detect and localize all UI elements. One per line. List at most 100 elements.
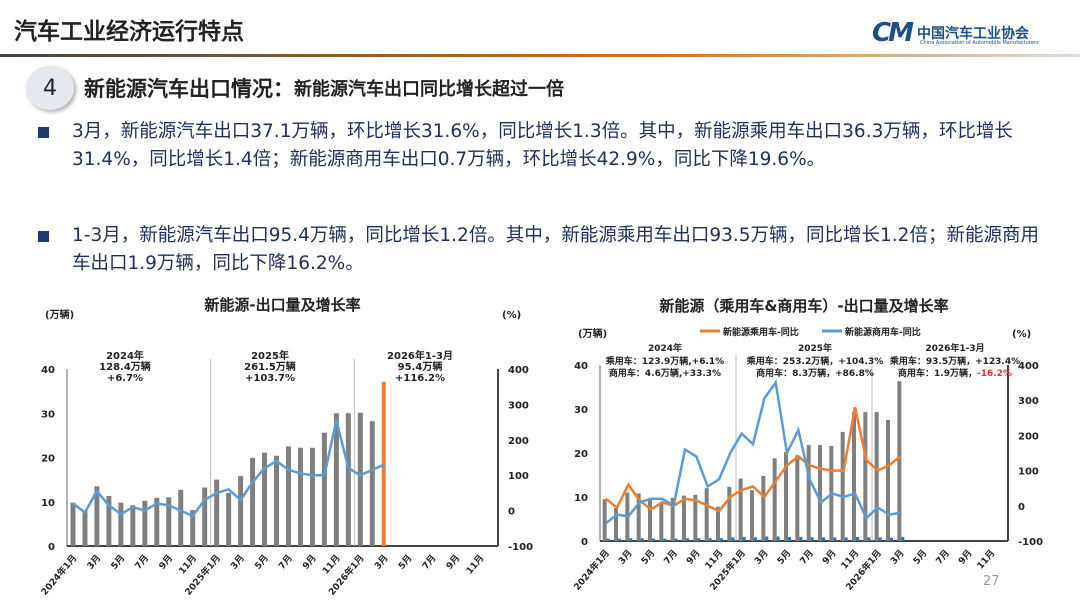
y-tick-label: 30 [574, 405, 588, 416]
section-subtitle: 新能源汽车出口同比增长超过一倍 [294, 79, 564, 100]
period-annotation: 2026年1-3月 [387, 349, 453, 362]
y2-tick-label: 400 [508, 365, 529, 376]
passenger-growth-point [877, 470, 879, 472]
x-tick-label: 5月 [639, 548, 657, 567]
commercial-bar [890, 537, 893, 541]
export-bar [154, 497, 160, 546]
passenger-growth-point [752, 485, 754, 487]
passenger-bar [704, 488, 709, 541]
export-bar [226, 492, 232, 546]
commercial-bar [867, 537, 871, 541]
passenger-bar [772, 458, 777, 541]
export-bar [202, 487, 208, 546]
commercial-growth-point [605, 522, 607, 524]
bullet-q1: 1-3月，新能源汽车出口95.4万辆，同比增长1.2倍。其中，新能源乘用车出口9… [38, 222, 1048, 278]
y2-tick-label: 0 [508, 507, 515, 518]
x-tick-label: 7月 [934, 548, 952, 567]
x-tick-label: 11月 [320, 553, 342, 577]
export-bar [214, 479, 220, 546]
commercial-growth-point [729, 452, 731, 454]
x-tick-label: 3月 [85, 553, 103, 572]
x-tick-label: 7月 [798, 548, 816, 567]
y-tick-label: 0 [48, 542, 55, 553]
commercial-growth-point [775, 382, 777, 384]
growth-point [84, 511, 86, 513]
commercial-bar [640, 538, 644, 541]
x-tick-label: 5月 [109, 553, 127, 572]
period-annotation: +103.7% [245, 373, 295, 384]
caam-logo: CM 中国汽车工业协会 China Association of Automob… [872, 18, 1039, 48]
growth-point [108, 504, 110, 506]
y2-tick-label: 300 [508, 400, 529, 411]
x-tick-label: 5月 [775, 548, 793, 567]
passenger-bar [648, 499, 652, 541]
x-tick-label: 9月 [956, 548, 974, 567]
export-bar [250, 457, 256, 546]
commercial-bar [606, 538, 610, 541]
export-bar [118, 502, 124, 546]
passenger-bar [784, 452, 788, 541]
logo-english: China Association of Automobile Manufact… [920, 40, 1039, 46]
passenger-bar [863, 412, 868, 541]
y2-tick-label: 200 [1018, 431, 1039, 442]
x-tick-label: 7月 [662, 548, 680, 567]
growth-point [335, 419, 337, 421]
passenger-bar [761, 475, 766, 541]
export-bar [285, 446, 291, 546]
export-bar [309, 447, 315, 546]
passenger-growth-point [786, 464, 788, 466]
y-tick-label: 10 [41, 498, 55, 509]
export-bar [94, 486, 100, 546]
y-tick-label: 0 [581, 537, 588, 548]
commercial-bar [686, 538, 689, 541]
export-bar [82, 510, 88, 546]
growth-point [299, 472, 301, 474]
x-tick-label: 2024年1月 [38, 552, 79, 597]
x-tick-label: 9月 [300, 553, 318, 572]
y-tick-label: 20 [41, 454, 55, 465]
passenger-growth-point [718, 510, 720, 512]
commercial-bar [799, 536, 803, 541]
commercial-growth-point [707, 485, 709, 487]
bullet-text: 3月，新能源汽车出口37.1万辆，环比增长31.6%，同比增长1.3倍。其中，新… [72, 121, 1013, 170]
x-tick-label: 9月 [684, 548, 702, 567]
passenger-bar [727, 486, 732, 541]
passenger-bar [806, 445, 811, 541]
commercial-bar [833, 537, 837, 541]
passenger-growth-point [797, 456, 799, 458]
x-tick-label: 3月 [616, 548, 634, 567]
commercial-bar [754, 537, 757, 541]
passenger-growth-point [865, 459, 867, 461]
passenger-growth-point [707, 505, 709, 507]
x-tick-label: 7月 [133, 553, 151, 572]
commercial-bar [663, 538, 667, 541]
export-bar [166, 497, 172, 546]
x-tick-label: 9月 [444, 553, 462, 572]
section-number: 4 [26, 66, 74, 110]
bullet-text: 1-3月，新能源汽车出口95.4万辆，同比增长1.2倍。其中，新能源乘用车出口9… [72, 225, 1039, 274]
period-annotation: 商用车：8.3万辆，+86.8% [756, 367, 874, 379]
export-bar [274, 455, 280, 546]
period-annotation: 乘用车：93.5万辆，+123.4% [889, 355, 1020, 367]
commercial-growth-point [718, 478, 720, 480]
growth-point [359, 474, 361, 476]
commercial-bar [856, 536, 859, 541]
passenger-growth-point [775, 480, 777, 482]
export-bar [178, 489, 184, 546]
passenger-growth-point [695, 500, 697, 502]
period-annotation: 2026年1-3月 [925, 342, 984, 354]
passenger-bar [716, 506, 720, 541]
x-tick-label: 11月 [703, 548, 725, 572]
passenger-growth-point [639, 500, 641, 502]
period-annotation: 2024年 [648, 342, 682, 354]
y2-axis-unit: (%) [502, 310, 521, 321]
y2-tick-label: 0 [1018, 502, 1025, 513]
y-tick-label: 40 [574, 361, 588, 372]
commercial-growth-point [741, 433, 743, 435]
growth-point [156, 503, 158, 505]
commercial-growth-point [661, 498, 663, 500]
commercial-bar [788, 536, 791, 541]
passenger-bar [693, 494, 698, 541]
passenger-growth-point [899, 456, 901, 458]
